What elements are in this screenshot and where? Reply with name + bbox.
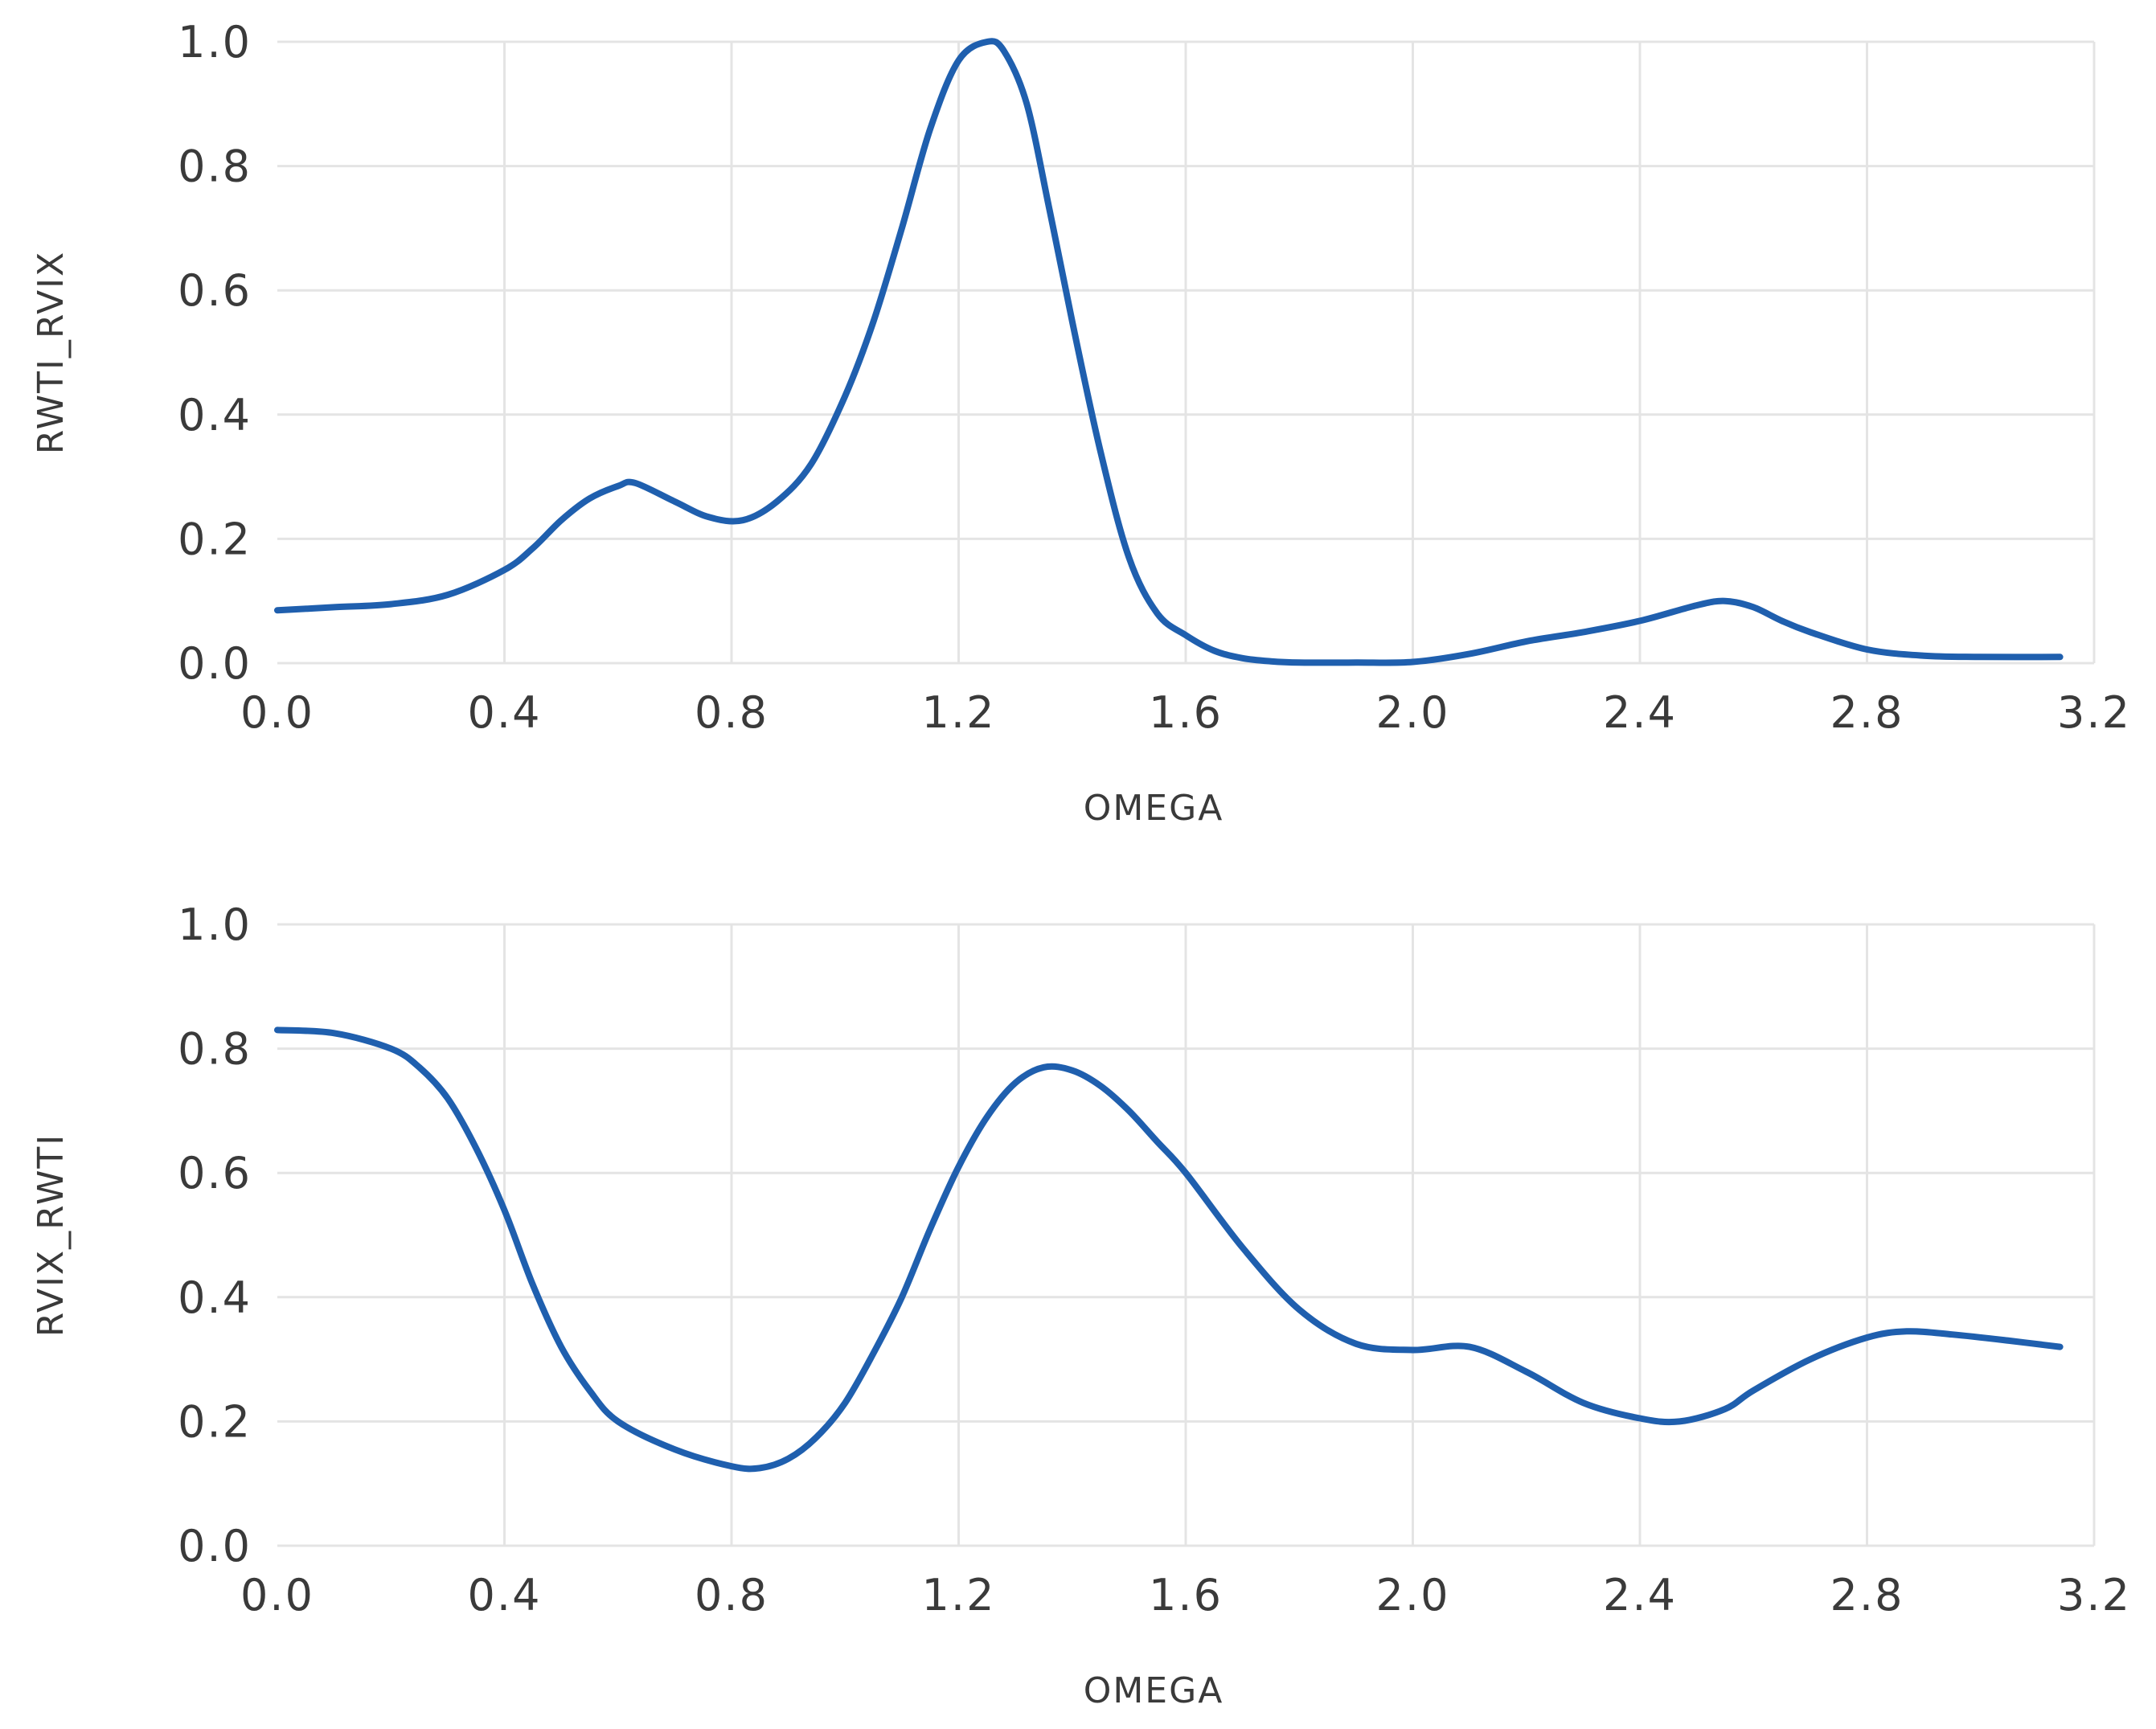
y-tick-label: 0.2: [178, 514, 252, 564]
y-tick-label: 0.8: [178, 141, 252, 192]
x-tick-label: 2.4: [1603, 1570, 1677, 1620]
y-axis-title: RWTI_RVIX: [31, 251, 72, 455]
x-tick-label: 3.2: [2057, 687, 2131, 738]
y-tick-label: 0.2: [178, 1396, 252, 1447]
x-tick-label: 1.6: [1149, 1570, 1223, 1620]
x-tick-label: 1.6: [1149, 687, 1223, 738]
x-tick-label: 2.4: [1603, 687, 1677, 738]
x-tick-label: 1.2: [922, 1570, 996, 1620]
y-tick-label: 0.4: [178, 1272, 252, 1323]
y-tick-label: 1.0: [178, 17, 252, 68]
x-axis-title: OMEGA: [1084, 1670, 1224, 1711]
y-tick-label: 0.0: [178, 1521, 252, 1571]
y-tick-label: 0.6: [178, 265, 252, 316]
series-line-rwti-rvix: [274, 38, 2064, 666]
x-tick-label: 2.8: [1830, 687, 1904, 738]
x-tick-label: 0.4: [468, 1570, 542, 1620]
x-tick-label: 2.0: [1376, 1570, 1450, 1620]
y-tick-label: 0.4: [178, 390, 252, 440]
chart-rvix-rwti: 0.0 0.2 0.4 0.6 0.8 1.0 0.0 0.4 0.8 1.2 1.6 2.0 2.4 2…: [31, 899, 2131, 1711]
x-tick-label: 0.4: [468, 687, 542, 738]
y-axis-title: RVIX_RWTI: [31, 1133, 72, 1338]
x-tick-label: 1.2: [922, 687, 996, 738]
y-tick-label: 0.8: [178, 1024, 252, 1075]
series-line-rvix-rwti: [274, 1026, 2064, 1473]
x-tick-label: 0.8: [695, 687, 769, 738]
x-tick-label: 0.0: [240, 1570, 314, 1620]
y-tick-label: 0.6: [178, 1148, 252, 1198]
x-tick-label: 0.0: [240, 687, 314, 738]
x-tick-label: 0.8: [695, 1570, 769, 1620]
y-tick-label: 0.0: [178, 638, 252, 689]
x-tick-label: 2.8: [1830, 1570, 1904, 1620]
y-tick-label: 1.0: [178, 899, 252, 950]
x-tick-label: 2.0: [1376, 687, 1450, 738]
chart-rwti-rvix: 0.0 0.2 0.4 0.6 0.8 1.0 0.0 0.4 0.8 1.2 1.6 2.0 2.4 2…: [31, 17, 2131, 829]
x-tick-label: 3.2: [2057, 1570, 2131, 1620]
x-axis-title: OMEGA: [1084, 788, 1224, 829]
